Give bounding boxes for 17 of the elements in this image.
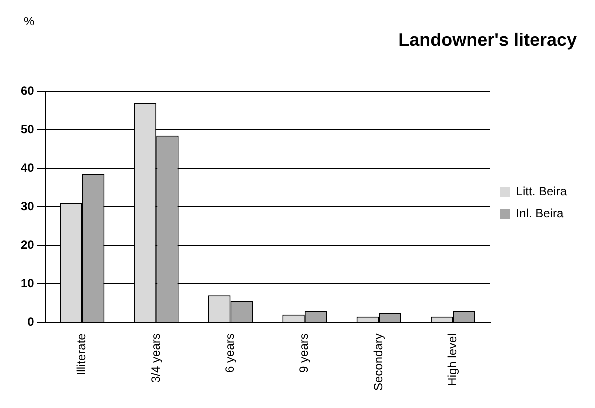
y-axis-title: % [24,14,35,28]
x-tick-label: 3/4 years [148,334,163,383]
x-tick-label: 6 years [223,334,238,373]
y-tick-label: 0 [28,314,35,329]
y-tick-label: 50 [20,122,35,136]
x-tick-label: High level [446,334,460,386]
chart-title: Landowner's literacy [398,30,577,50]
x-tick-label: 9 years [297,334,312,373]
y-tick-label: 60 [20,84,35,98]
x-tick-label: Secondary [371,334,386,392]
y-tick-label: 30 [20,199,35,214]
y-tick-label: 10 [20,276,35,290]
x-tick-label: Illiterate [74,333,89,376]
legend-label: Litt. Beira [516,184,568,198]
y-tick-label: 40 [20,160,35,175]
y-tick-label: 20 [20,238,35,252]
legend-label: Inl. Beira [516,206,564,220]
